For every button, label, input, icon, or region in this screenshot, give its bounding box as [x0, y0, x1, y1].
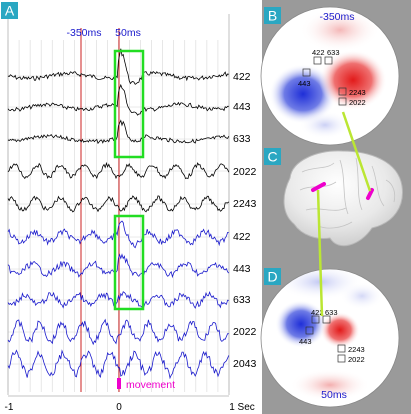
panel-d: 422 633 443 2243 2022 50ms D: [260, 268, 400, 408]
trace: [7, 253, 230, 279]
time-marker-350ms: -350ms: [66, 27, 101, 39]
x-tick-minus-1: -1: [5, 402, 14, 413]
panel-label-c-box: [264, 148, 281, 165]
trace-label-blue-2043: 2043: [233, 358, 257, 370]
sensor-box-d-2243: [337, 344, 346, 353]
time-label-b: -350ms: [319, 11, 354, 23]
panel-label-a-box: [1, 2, 18, 19]
panel-b: 422 633 443 2243 2022 -350ms B: [260, 6, 400, 146]
trace-label-black-633: 633: [233, 133, 251, 145]
sensor-label-b-443: 443: [298, 79, 311, 88]
trace: [7, 161, 230, 180]
sensor-box-b-633: [324, 56, 333, 65]
trace-label-black-443: 443: [233, 101, 251, 113]
sensor-box-b-2022: [338, 97, 347, 106]
activation-right: [366, 188, 374, 200]
movement-label: movement: [126, 379, 175, 391]
panel-c: C: [264, 148, 403, 247]
sensor-label-d-443: 443: [299, 337, 312, 346]
sensor-box-d-633: [322, 315, 331, 324]
time-label-d: 50ms: [321, 389, 347, 401]
connector-b-to-brain: [341, 111, 372, 192]
brain-surface: [283, 150, 403, 247]
trace: [7, 48, 229, 85]
x-tick-0: 0: [116, 402, 122, 413]
trace: [7, 195, 230, 213]
sensor-box-d-2022: [337, 354, 346, 363]
trace: [7, 119, 230, 145]
trace-label-blue-422: 422: [233, 231, 251, 243]
trace: [7, 349, 230, 380]
activation-left: [311, 182, 326, 192]
sensor-label-b-422: 422: [312, 48, 325, 57]
sensor-label-d-2243: 2243: [348, 345, 365, 354]
field-map-b: [269, 8, 387, 139]
trace: [7, 318, 229, 346]
sensor-box-b-2243: [338, 87, 347, 96]
sensor-label-d-633: 633: [325, 308, 338, 317]
sensor-label-d-422: 422: [311, 308, 324, 317]
sensor-box-b-443: [302, 68, 311, 77]
panel-a-background: [0, 0, 262, 414]
sensor-label-b-2022: 2022: [349, 98, 366, 107]
trace-label-black-2243: 2243: [233, 198, 257, 210]
sensor-label-d-2022: 2022: [348, 355, 365, 364]
connector-brain-to-d: [316, 189, 324, 317]
trace: [7, 220, 229, 249]
trace: [7, 290, 229, 309]
sensor-label-b-633: 633: [327, 48, 340, 57]
trace-label-black-422: 422: [233, 71, 251, 83]
trace-label-blue-443: 443: [233, 263, 251, 275]
x-tick-1-sec: 1 Sec: [229, 402, 255, 413]
highlight-box-black: [113, 49, 145, 159]
sensor-label-b-2243: 2243: [349, 88, 366, 97]
panel-label-a: A: [5, 3, 15, 19]
trace-label-blue-2022: 2022: [233, 326, 257, 338]
trace: [7, 83, 229, 116]
trace-label-black-2022: 2022: [233, 166, 257, 178]
trace-label-blue-633: 633: [233, 294, 251, 306]
sensor-box-b-422: [313, 56, 322, 65]
time-marker-50ms: 50ms: [115, 27, 141, 39]
panel-label-d: D: [267, 269, 277, 285]
panel-a: -350ms 50ms 422 443 633 2022 2243 422 44…: [0, 0, 262, 414]
panel-label-b: B: [268, 8, 277, 24]
traces: [7, 48, 230, 380]
sensor-box-d-422: [311, 315, 320, 324]
movement-marker: [117, 378, 121, 389]
panel-label-c: C: [267, 149, 277, 165]
sensor-box-d-443: [305, 326, 314, 335]
brain-sulci: [299, 157, 396, 229]
panel-label-b-box: [264, 7, 281, 24]
panel-label-d-box: [264, 268, 281, 285]
highlight-box-blue: [113, 214, 145, 311]
